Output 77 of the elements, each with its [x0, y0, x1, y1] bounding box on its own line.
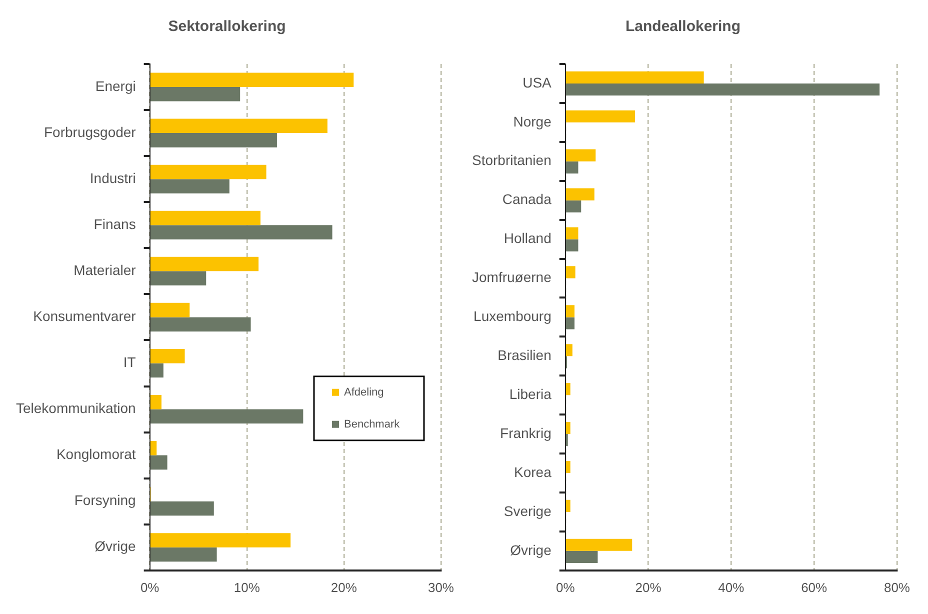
y-tick-label: Holland — [504, 230, 552, 246]
y-tick-label: Norge — [513, 113, 552, 130]
y-tick-label: Øvrige — [510, 542, 552, 558]
bar — [566, 500, 570, 512]
bar — [566, 266, 576, 278]
bar — [150, 302, 190, 318]
y-tick-label: Konglomorat — [56, 446, 136, 462]
bar — [150, 317, 251, 332]
x-tick-label: 80% — [884, 580, 910, 595]
bar — [150, 179, 230, 194]
bar — [150, 225, 332, 240]
bar — [566, 538, 632, 551]
bar — [150, 271, 206, 286]
y-tick-label: Telekommunikation — [16, 400, 136, 416]
bar — [566, 239, 578, 252]
y-tick-label: Finans — [94, 216, 136, 232]
chart-title: Landeallokering — [625, 18, 741, 36]
x-tick-label: 10% — [234, 580, 260, 595]
y-tick-label: Forsyning — [74, 492, 136, 508]
bar — [150, 87, 240, 102]
bar — [566, 227, 578, 240]
y-tick-label: Jomfruøerne — [472, 269, 552, 286]
x-tick-label: 60% — [801, 580, 828, 595]
y-tick-label: Canada — [502, 191, 552, 208]
x-tick-label: 30% — [428, 580, 454, 595]
bar — [150, 210, 260, 226]
y-tick-label: Storbritanien — [472, 152, 552, 168]
y-tick-label: Liberia — [509, 386, 552, 402]
y-tick-label: Sverige — [504, 502, 552, 519]
bar — [566, 550, 598, 563]
bar — [566, 110, 636, 122]
bar — [566, 200, 582, 212]
bar — [566, 83, 880, 96]
bar — [150, 441, 157, 456]
y-tick-label: Konsumentvarer — [33, 308, 136, 324]
y-tick-label: IT — [123, 354, 136, 370]
bar — [150, 118, 328, 134]
bar — [150, 547, 217, 562]
chart-title: Sektorallokering — [168, 18, 286, 36]
bar — [566, 188, 594, 200]
bar — [150, 395, 162, 410]
y-tick-label: Forbrugsgoder — [44, 124, 136, 140]
bar — [150, 164, 266, 180]
bar — [150, 533, 291, 548]
bar — [566, 344, 572, 356]
bar — [566, 149, 596, 162]
y-tick-label: Materialer — [74, 262, 136, 278]
y-tick-label: Luxembourg — [474, 308, 552, 324]
y-tick-label: Korea — [514, 464, 552, 480]
bar — [566, 460, 570, 474]
bar — [150, 409, 304, 424]
bar — [150, 363, 164, 378]
bar — [150, 455, 168, 470]
x-tick-label: 20% — [330, 580, 358, 595]
x-tick-label: 20% — [635, 580, 662, 595]
bar — [150, 72, 354, 88]
y-tick-label: Brasilien — [498, 347, 552, 364]
bar — [566, 422, 570, 434]
bar — [566, 161, 578, 174]
y-tick-label: Industri — [90, 170, 136, 186]
y-tick-label: Energi — [95, 78, 136, 94]
legend-label: Afdeling — [344, 386, 384, 398]
y-tick-label: USA — [522, 74, 552, 90]
bar — [150, 348, 185, 364]
y-tick-label: Frankrig — [500, 424, 552, 441]
bar — [566, 383, 570, 396]
x-tick-label: 40% — [718, 580, 745, 595]
bar — [150, 501, 214, 516]
x-tick-label: 0% — [556, 580, 576, 595]
x-tick-label: 0% — [140, 580, 160, 595]
bar — [566, 317, 574, 330]
y-tick-label: Øvrige — [94, 538, 136, 554]
bar — [566, 71, 704, 84]
legend-label: Benchmark — [344, 418, 400, 430]
bar — [150, 256, 259, 272]
bar — [150, 133, 277, 148]
bar — [566, 305, 574, 318]
